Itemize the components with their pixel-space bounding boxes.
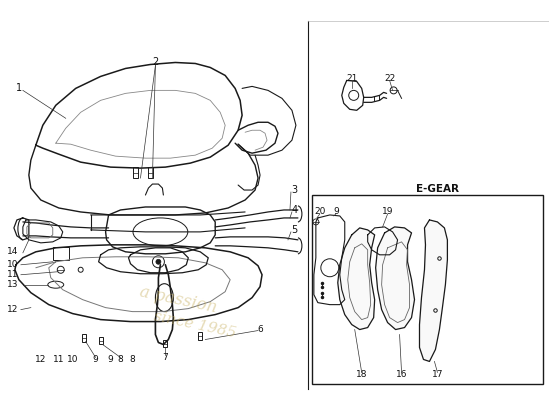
Text: 9: 9: [333, 208, 339, 216]
Text: 6: 6: [257, 325, 263, 334]
Text: 9: 9: [93, 355, 98, 364]
Circle shape: [156, 259, 161, 264]
Text: 13: 13: [7, 280, 19, 289]
Polygon shape: [338, 228, 375, 330]
Bar: [312, 195, 543, 384]
Text: 12: 12: [35, 355, 47, 364]
Text: since 1985: since 1985: [153, 309, 238, 340]
Text: 8: 8: [130, 355, 135, 364]
Bar: [133, 167, 138, 178]
Polygon shape: [376, 227, 415, 330]
Bar: [98, 336, 103, 344]
Bar: [198, 332, 202, 340]
Bar: [81, 334, 86, 342]
Text: E-GEAR: E-GEAR: [416, 184, 459, 194]
Text: 11: 11: [7, 270, 19, 279]
Text: 20: 20: [314, 208, 326, 216]
Text: 16: 16: [396, 370, 408, 379]
Bar: [53, 247, 69, 260]
Text: 21: 21: [346, 74, 358, 83]
Text: a passion: a passion: [138, 283, 218, 316]
Text: 11: 11: [53, 355, 64, 364]
Text: 9: 9: [108, 355, 113, 364]
Text: 17: 17: [432, 370, 443, 379]
Text: 8: 8: [118, 355, 123, 364]
Text: 10: 10: [7, 260, 19, 269]
Text: 7: 7: [162, 353, 168, 362]
Text: 19: 19: [382, 208, 393, 216]
Text: 5: 5: [291, 225, 297, 235]
Text: 3: 3: [291, 185, 297, 195]
Polygon shape: [420, 220, 447, 362]
Text: 1: 1: [16, 83, 22, 93]
Text: 10: 10: [67, 355, 79, 364]
Text: 14: 14: [7, 247, 19, 256]
Bar: [148, 167, 153, 178]
Text: 4: 4: [292, 205, 298, 215]
Bar: [163, 340, 167, 348]
Text: 2: 2: [152, 58, 158, 68]
Text: 18: 18: [356, 370, 367, 379]
Text: 12: 12: [7, 305, 19, 314]
Text: 22: 22: [384, 74, 395, 83]
